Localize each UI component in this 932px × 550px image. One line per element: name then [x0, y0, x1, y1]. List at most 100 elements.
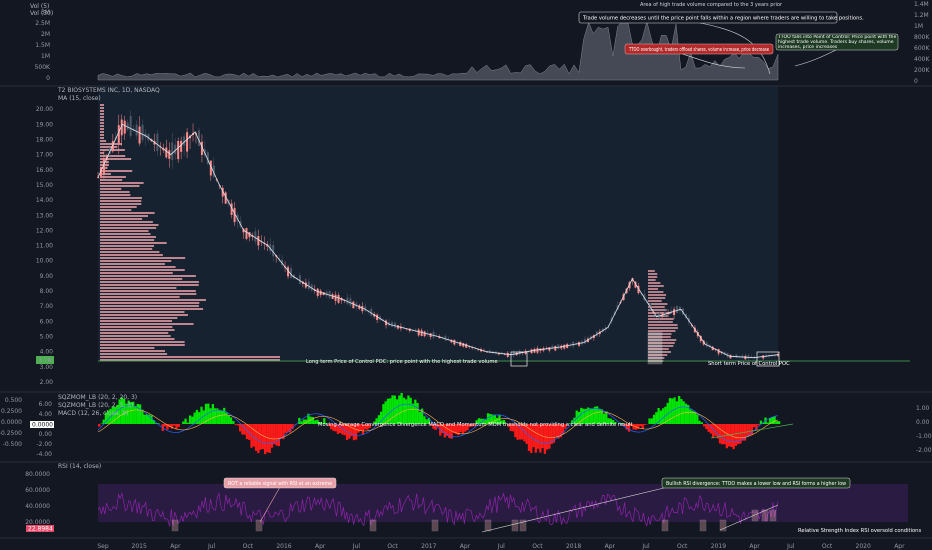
- volume-profile-bar: [648, 330, 676, 332]
- momentum-bar: [684, 403, 688, 424]
- momentum-bar: [652, 414, 656, 424]
- volume-profile-bar: [100, 287, 177, 289]
- momentum-bar: [546, 424, 549, 450]
- volume-legend: Vol (5): [30, 3, 49, 10]
- candle-body: [548, 347, 551, 351]
- momentum-bar: [700, 422, 703, 424]
- momentum-bar: [400, 392, 403, 424]
- volume-profile-bar: [100, 227, 157, 229]
- momentum-bar: [316, 419, 319, 424]
- volume-profile-bar: [100, 317, 178, 319]
- candle-body: [287, 267, 290, 277]
- volume-profile-bar: [648, 333, 672, 335]
- momentum-bar: [484, 419, 487, 424]
- rsi-tick-label: 20.0000: [25, 519, 50, 526]
- candle-body: [361, 306, 364, 312]
- momentum-bar: [589, 408, 592, 424]
- volume-profile-bar: [100, 104, 104, 106]
- candle-body: [453, 339, 456, 345]
- momentum-bar: [361, 424, 365, 435]
- volume-profile-bar: [648, 273, 658, 275]
- volume-profile-bar: [100, 269, 185, 271]
- momentum-bar: [662, 408, 665, 424]
- momentum-bar: [395, 399, 399, 424]
- bullish-divergence-callout: [661, 477, 851, 489]
- volume-profile-bar: [100, 311, 185, 313]
- volume-profile-bar: [648, 336, 671, 338]
- momentum-bar: [223, 407, 226, 424]
- volume-profile-bar: [648, 309, 667, 311]
- momentum-bar: [102, 419, 105, 424]
- volume-profile-bar: [100, 236, 156, 238]
- momentum-bar: [195, 409, 199, 424]
- volume-profile-bar: [648, 270, 655, 272]
- volume-profile-bar: [648, 345, 674, 347]
- rsi-tick-label: 80.0000: [25, 471, 50, 478]
- momentum-bar: [491, 414, 494, 424]
- volume-profile-bar: [648, 282, 661, 284]
- candle-body: [385, 320, 388, 326]
- momentum-bar: [111, 406, 114, 424]
- volume-profile-bar: [648, 321, 673, 323]
- momentum-bar: [213, 408, 217, 424]
- price-tick-label: 7.00: [40, 303, 54, 310]
- momentum-bar: [125, 403, 128, 424]
- candle-body: [530, 349, 533, 354]
- high-volume-annotation: Area of high trade volume compared to th…: [640, 2, 783, 8]
- momentum-bar: [434, 424, 437, 430]
- momentum-bar: [270, 424, 274, 448]
- volume-profile-bar: [100, 134, 104, 136]
- momentum-bar: [277, 424, 280, 447]
- volume-profile-bar: [100, 338, 175, 340]
- volume-decrease-text: Trade volume decreases until the price p…: [582, 16, 864, 22]
- rsi-marker-box: [661, 519, 669, 532]
- momentum-bar: [257, 424, 260, 454]
- candle-body: [417, 329, 420, 336]
- volume-tick-label: 0: [46, 75, 50, 82]
- candle-body: [536, 348, 539, 353]
- volume-profile-bar: [648, 357, 665, 359]
- momentum-bar: [218, 410, 221, 424]
- momentum-bar: [534, 424, 537, 453]
- momentum-bar: [145, 414, 149, 424]
- volume-tick-label: 2.5M: [35, 20, 50, 27]
- momentum-bar: [432, 424, 435, 429]
- momentum-bar: [677, 395, 681, 424]
- momentum-bar: [386, 398, 390, 424]
- candle-body: [197, 130, 200, 147]
- candle-body: [664, 311, 667, 316]
- candle-body: [676, 305, 679, 314]
- momentum-bar: [516, 424, 519, 440]
- volume-profile-bar: [100, 296, 180, 298]
- momentum-value-tag: [30, 421, 54, 428]
- bullish-divergence-text: Bullish RSI divergence: TTOO makes a low…: [666, 481, 847, 487]
- candle-body: [465, 343, 468, 348]
- candle-body: [180, 140, 183, 152]
- volume-profile-bar: [100, 122, 104, 124]
- rsi-tick-label: 40.0000: [25, 503, 50, 510]
- price-legend: T2 BIOSYSTEMS INC, 1D, NASDAQ: [57, 87, 160, 94]
- volume-profile-bar: [100, 260, 172, 262]
- momentum-bar: [138, 404, 142, 424]
- volume-decrease-callout: [578, 11, 838, 24]
- volume-profile-bar: [100, 323, 194, 325]
- candle-body: [99, 167, 102, 177]
- momentum-bar: [477, 418, 481, 424]
- volume-profile-bar: [648, 312, 672, 314]
- volume-profile-bar: [100, 284, 199, 286]
- volume-right-tick-label: 1M: [914, 23, 923, 30]
- candle-body: [206, 152, 209, 165]
- overbought-highlight-box: [647, 331, 663, 365]
- momentum-bar: [659, 410, 663, 424]
- time-axis-label: Jul: [207, 543, 216, 550]
- candle-body: [634, 281, 637, 288]
- momentum-bar: [186, 422, 189, 424]
- volume-profile-bar: [648, 303, 668, 305]
- time-axis-label: 2016: [276, 543, 291, 550]
- volume-profile-bar: [100, 359, 280, 361]
- candle-body: [679, 306, 682, 312]
- price-axis: 20.00 19.00 18.00 17.00 16.00 15.00 14.00 13.00…: [36, 106, 53, 386]
- candle-body: [290, 268, 293, 278]
- momentum-bar: [236, 424, 240, 426]
- momentum-bar: [480, 418, 483, 424]
